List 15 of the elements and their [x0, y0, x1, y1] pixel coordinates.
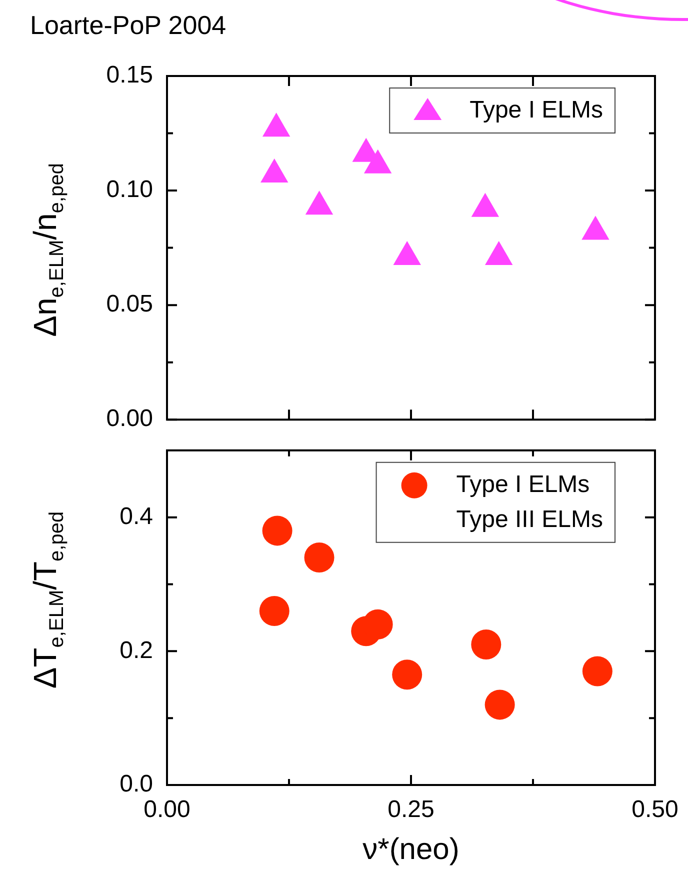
y-tick-label: 0.15: [106, 62, 153, 89]
legend-label: Type I ELMs: [456, 471, 590, 498]
y-tick-label: 0.00: [106, 405, 153, 432]
x-tick-label: 0.50: [632, 796, 678, 824]
x-axis-title: ν*(neo): [362, 833, 460, 867]
chart-title: Loarte-PoP 2004: [30, 10, 226, 41]
y-tick-label: 0.0: [120, 770, 153, 798]
y-tick-label: 0.4: [120, 502, 153, 530]
x-tick-label: 0.00: [144, 796, 190, 824]
legend-label: Type I ELMs: [470, 96, 604, 124]
annotation: Type III ELMs: [456, 506, 603, 534]
y-tick-label: 0.2: [120, 636, 153, 664]
y-tick-label: 0.05: [106, 290, 153, 318]
x-tick-label: 0.25: [388, 796, 434, 824]
y-tick-label: 0.10: [106, 176, 153, 204]
